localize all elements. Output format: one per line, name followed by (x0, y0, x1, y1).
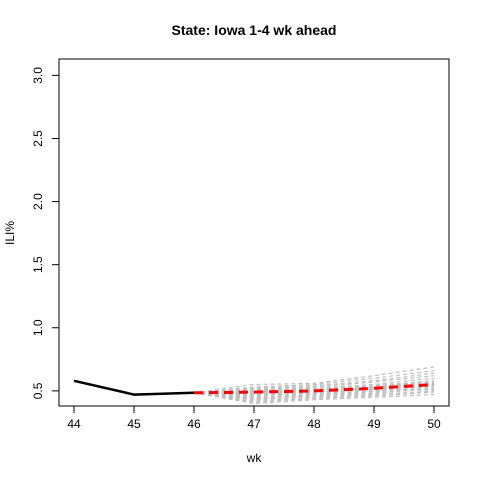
y-axis-label: ILI% (3, 221, 17, 245)
y-tick-label-5: 3.0 (31, 67, 45, 84)
observed-series (74, 381, 194, 395)
x-tick-label-4: 48 (307, 417, 321, 431)
y-tick-label-1: 1.0 (31, 319, 45, 336)
y-tick-label-4: 2.5 (31, 130, 45, 147)
y-tick-label-3: 2.0 (31, 193, 45, 210)
x-tick-label-6: 50 (427, 417, 441, 431)
chart-title: State: Iowa 1-4 wk ahead (172, 22, 337, 38)
x-tick-label-2: 46 (187, 417, 201, 431)
x-tick-label-3: 47 (247, 417, 261, 431)
forecast-samples (194, 367, 434, 404)
y-axis: 0.5 1.0 1.5 2.0 2.5 3.0 (31, 67, 59, 400)
y-tick-label-2: 1.5 (31, 256, 45, 273)
y-tick-label-0: 0.5 (31, 382, 45, 399)
x-axis: 44 45 46 47 48 49 50 (67, 406, 441, 431)
x-axis-label: wk (246, 451, 263, 465)
plot-frame (59, 59, 449, 406)
x-tick-label-0: 44 (67, 417, 81, 431)
x-tick-label-5: 49 (367, 417, 381, 431)
observed-line (74, 381, 194, 395)
x-tick-label-1: 45 (127, 417, 141, 431)
